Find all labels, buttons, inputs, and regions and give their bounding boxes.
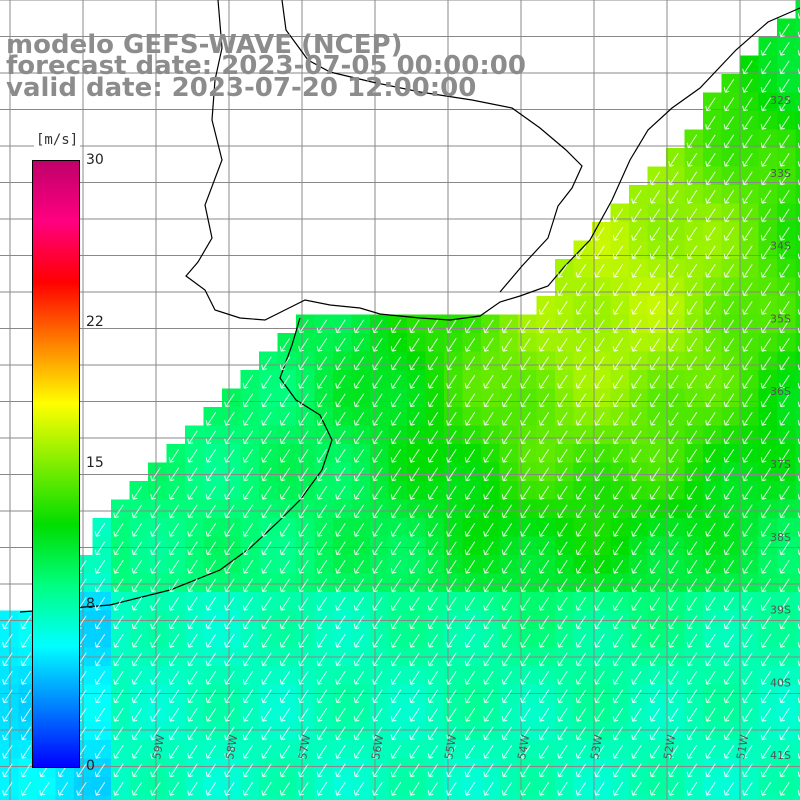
latitude-label: 41S [770,749,791,762]
latitude-label: 40S [770,676,791,689]
title-valid-date: valid date: 2023-07-20 12:00:00 [6,73,477,103]
latitude-label: 35S [770,312,791,325]
latitude-label: 39S [770,604,791,617]
title-model: modelo GEFS-WAVE (NCEP) [6,30,403,60]
longitude-label: 59W [150,734,167,761]
latitude-label: 38S [770,531,791,544]
latitude-label: 37S [770,458,791,471]
colorbar-label: 30 [86,152,104,168]
colorbar-label: 22 [86,313,104,330]
longitude-label: 53W [588,734,605,761]
latitude-label: 34S [770,240,791,253]
latitude-labels: 32S 33S 34S 35S 36S 37S 38S 39S 40S 41S [770,94,791,762]
colorbar-label: 0 [86,758,95,774]
longitude-label: 54W [515,734,532,761]
longitude-label: 58W [223,734,240,761]
longitude-label: 51W [734,734,751,761]
longitude-label: 52W [661,734,678,761]
colorbar [32,160,80,768]
longitude-label: 56W [369,734,386,761]
longitude-label: 57W [296,734,313,761]
colorbar-units: [m/s] [34,132,81,148]
latitude-label: 36S [770,385,791,398]
colorbar-label: 15 [86,455,104,471]
latitude-label: 33S [770,167,791,180]
colorbar-label: 8 [86,596,95,613]
coastline [19,0,800,613]
longitude-label: 55W [442,734,459,761]
longitude-labels: 59W 58W 57W 56W 55W 54W 53W 52W 51W [150,734,751,761]
wind-vectors [2,13,800,796]
latitude-label: 32S [770,94,791,107]
title-forecast-date: forecast date: 2023-07-05 00:00:00 [6,51,526,81]
